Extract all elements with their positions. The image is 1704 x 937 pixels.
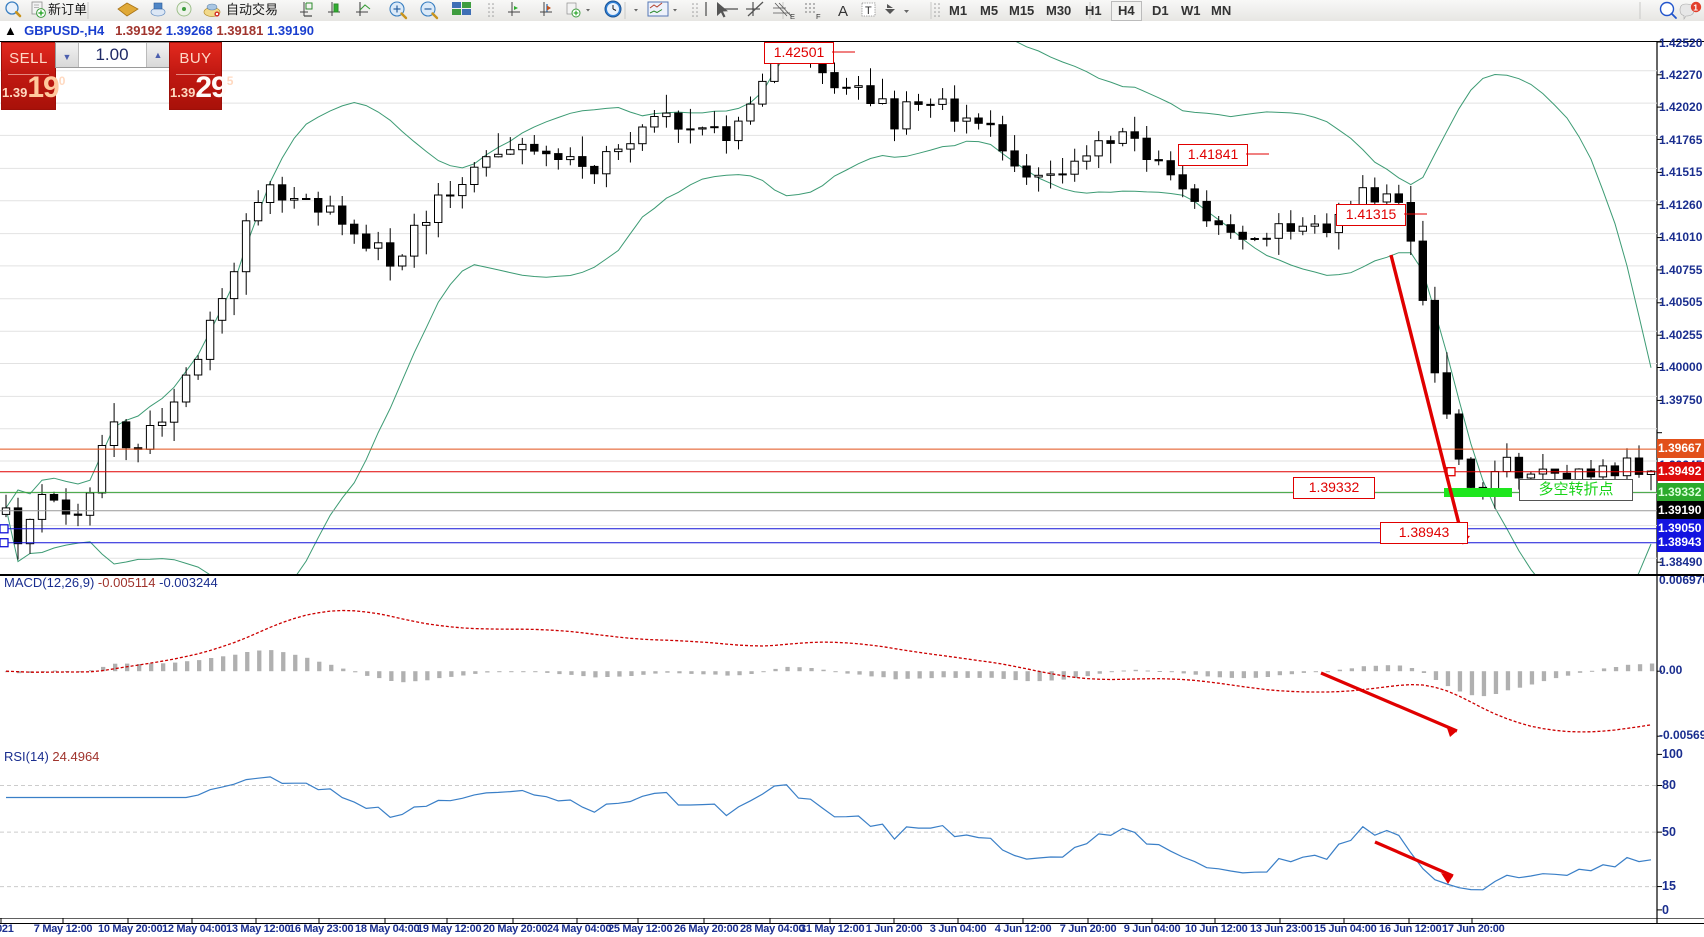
svg-text:A: A [838, 3, 848, 20]
svg-text:1: 1 [1693, 2, 1698, 12]
svg-text:新订单: 新订单 [48, 2, 87, 17]
svg-text:T: T [865, 5, 872, 17]
svg-text:自动交易: 自动交易 [226, 2, 278, 17]
svg-text:F: F [816, 12, 821, 21]
svg-text:E: E [790, 12, 795, 21]
